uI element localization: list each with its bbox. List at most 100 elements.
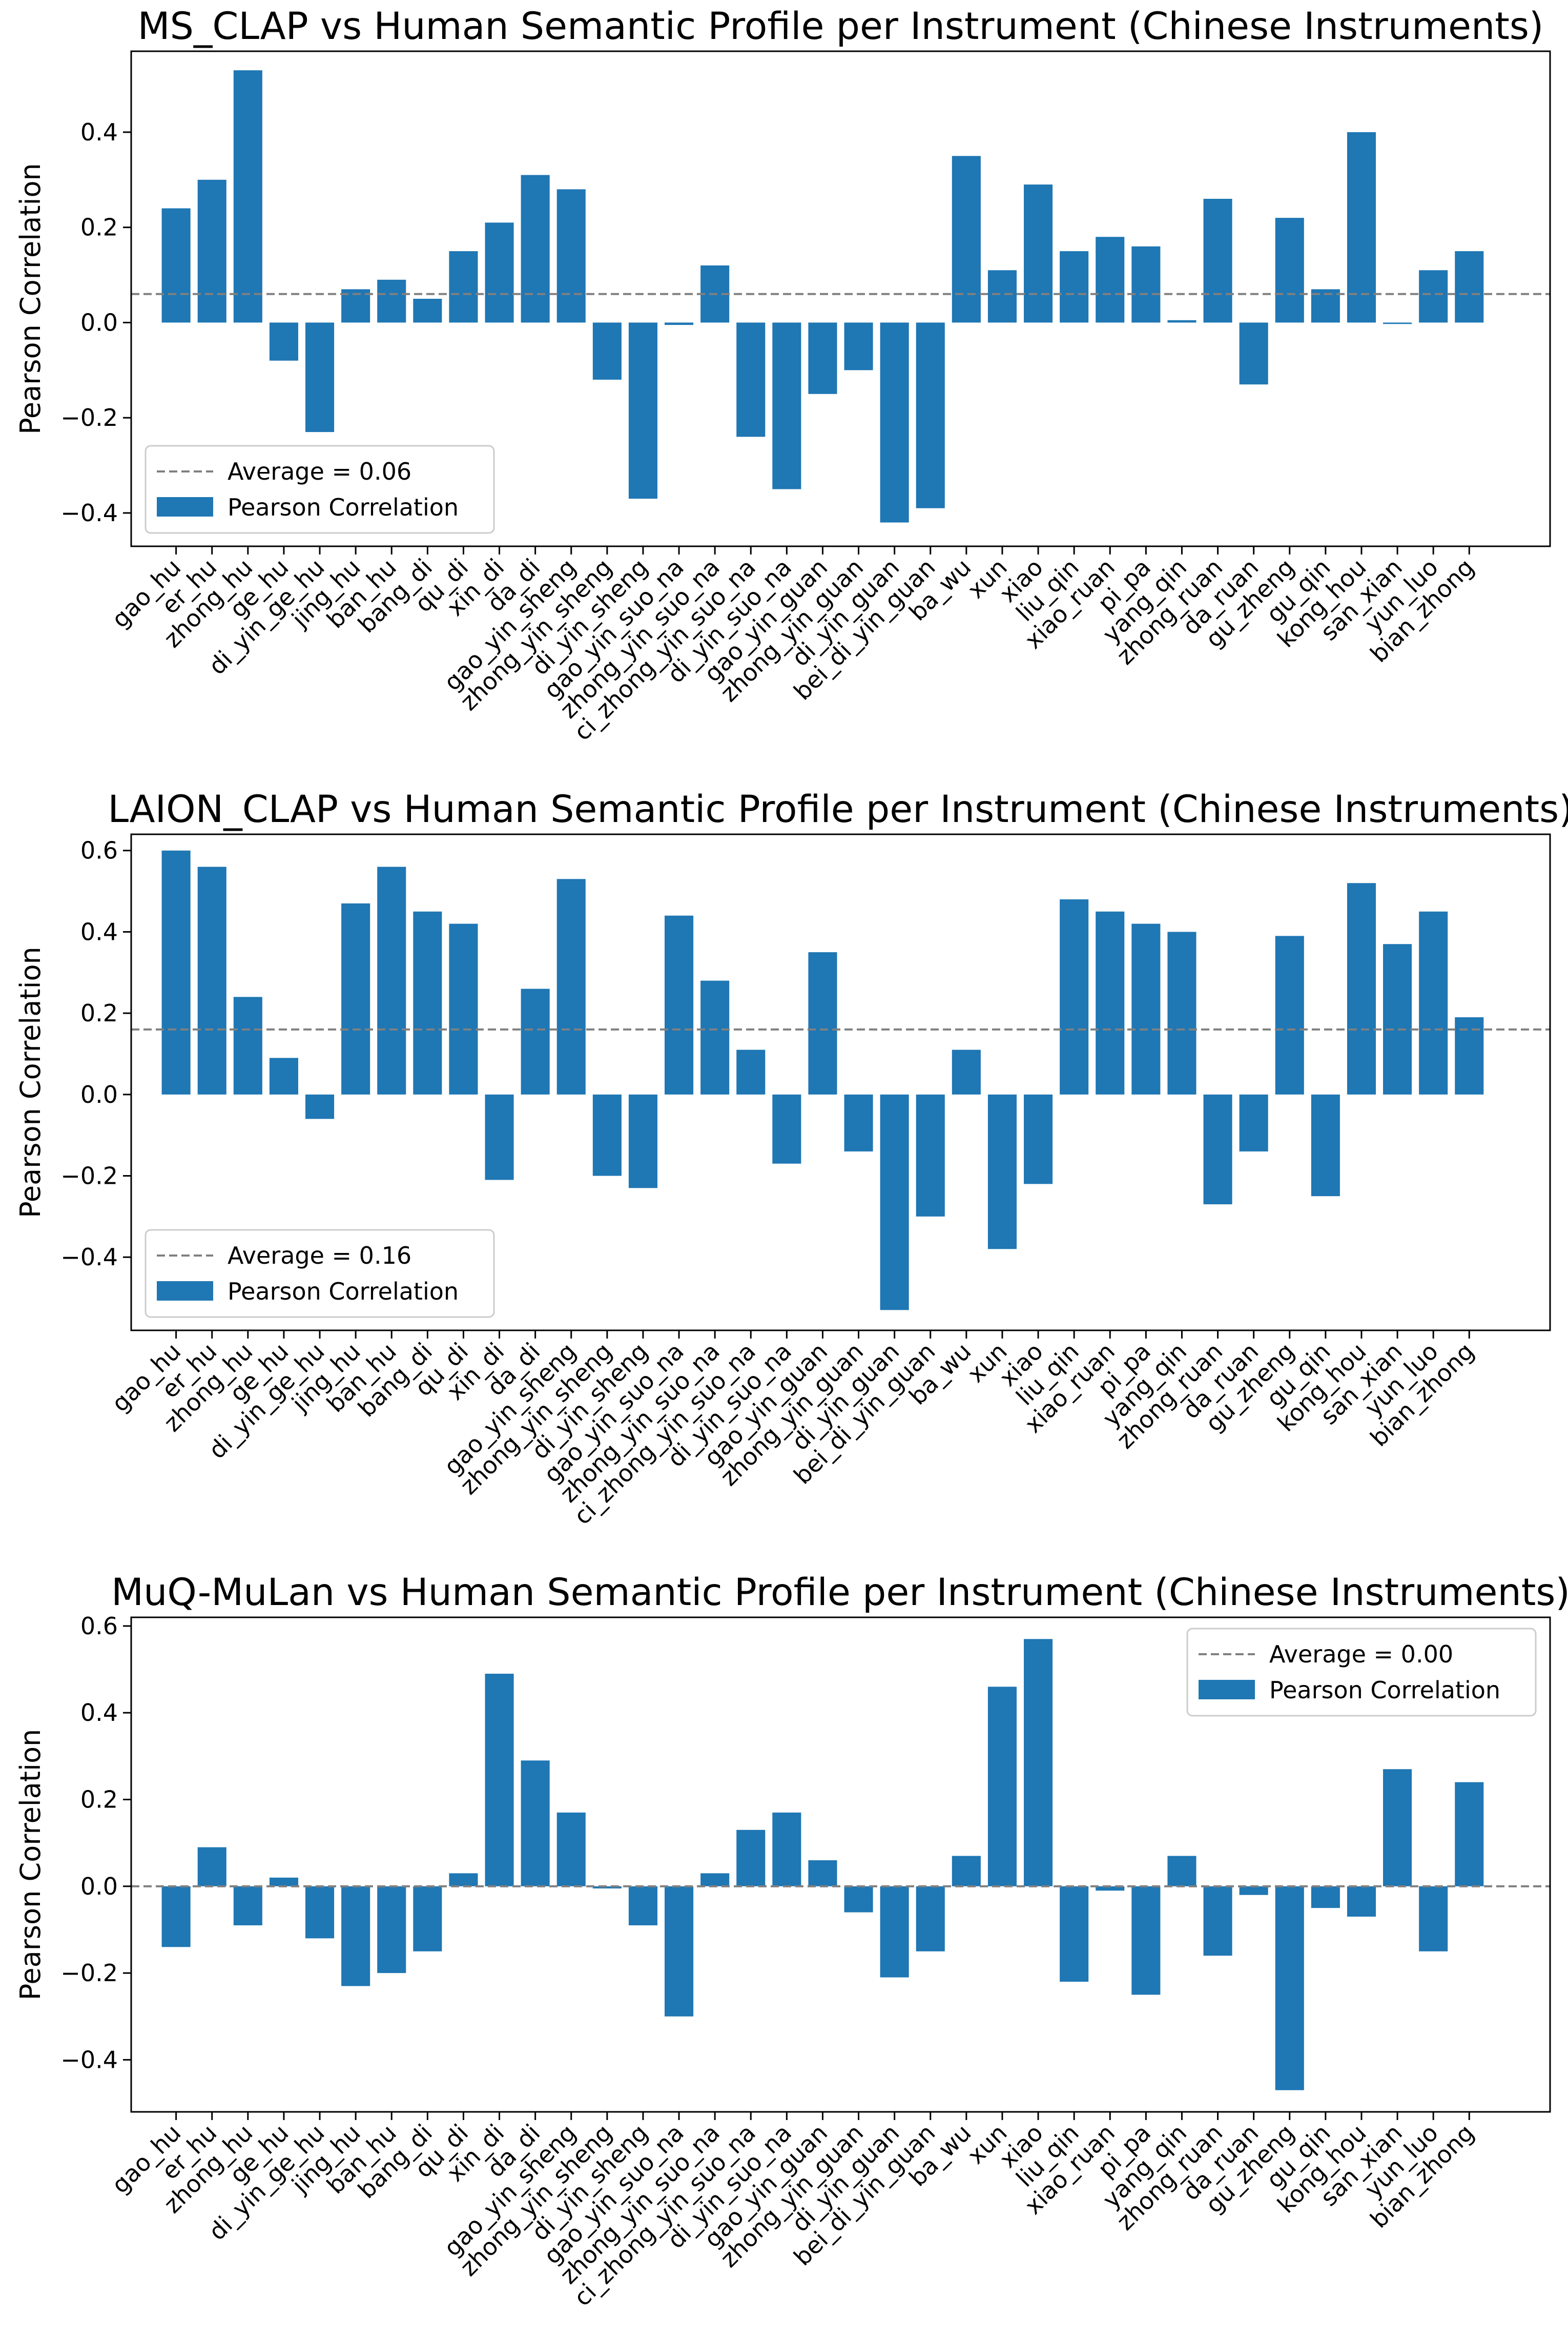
bar [1203,198,1232,323]
axes-frame [130,1616,1551,2113]
y-tick-label: −0.4 [60,1243,118,1271]
y-tick-label: −0.2 [60,1959,118,1987]
bar [1131,1886,1161,1995]
y-tick-label: −0.4 [60,2046,118,2073]
bar [341,1886,370,1986]
bar [413,911,442,1095]
bar [844,322,873,371]
bar [233,70,262,323]
legend-series-label: Pearson Correlation [1269,1676,1500,1704]
bar [1167,1856,1196,1886]
bar [772,322,801,489]
bar [808,952,837,1095]
legend-series-swatch [1199,1680,1255,1699]
bar [916,1094,945,1217]
y-axis-label: Pearson Correlation [14,1729,47,2000]
y-tick-label: 0.4 [80,118,118,146]
bar [521,1760,550,1886]
bar [987,1094,1017,1249]
bar [161,1886,191,1947]
bar [1060,899,1089,1095]
bar [592,1094,622,1176]
bar [736,1829,766,1886]
bar [987,270,1017,323]
bar [449,923,478,1095]
y-tick-label: 0.6 [80,837,118,865]
bar [377,867,406,1095]
y-tick-label: −0.4 [60,499,118,527]
bar [987,1687,1017,1886]
bar [1060,251,1089,323]
bar [1096,911,1125,1095]
bar [485,222,514,323]
bar [305,1094,335,1119]
bar [269,1877,298,1886]
bar [808,1860,837,1886]
bar [413,299,442,323]
bar [1167,932,1196,1095]
chart-title: MS_CLAP vs Human Semantic Profile per In… [138,5,1544,48]
bar [1024,1094,1053,1184]
y-tick-label: 0.0 [80,1081,118,1108]
bar [485,1674,514,1886]
bar [1024,184,1053,323]
bar [772,1812,801,1886]
bar [628,322,657,499]
bar [1419,270,1448,323]
bar [1167,320,1196,323]
y-axis-label: Pearson Correlation [14,947,47,1218]
bar [592,1886,622,1889]
legend-series-label: Pearson Correlation [228,494,459,521]
bar [592,322,622,380]
chart-1: MS_CLAP vs Human Semantic Profile per In… [14,5,1551,746]
bar [1383,1769,1412,1886]
bar [1239,322,1268,385]
bar [1275,1886,1304,2090]
bar [1383,944,1412,1095]
bar [1347,883,1376,1095]
bar [1419,911,1448,1095]
legend: Average = 0.06 Pearson Correlation [145,445,495,534]
bar [1203,1886,1232,1956]
bar [269,322,298,361]
bar [377,1886,406,1973]
bar [305,322,335,433]
bar [700,980,730,1095]
bar [808,322,837,394]
bar [449,1873,478,1886]
bar [1347,132,1376,323]
bar [1096,1886,1125,1891]
bar [556,879,586,1095]
legend-series-label: Pearson Correlation [228,1278,459,1305]
bar [556,1812,586,1886]
bar [1275,218,1304,323]
bar [233,1886,262,1926]
bar [628,1094,657,1188]
bar [952,156,981,323]
bar [736,322,766,437]
bar [1275,936,1304,1095]
bar [1455,251,1484,323]
legend-box [1186,1628,1537,1717]
axes-frame [130,50,1551,547]
bar [377,279,406,323]
bar [844,1094,873,1152]
y-tick-label: 0.0 [80,309,118,336]
bar [700,1873,730,1886]
y-tick-label: 0.4 [80,1699,118,1726]
bar [1311,1886,1340,1908]
bar [665,322,694,325]
bar [952,1856,981,1886]
bar [521,175,550,323]
bar [1347,1886,1376,1917]
axes-frame [130,833,1551,1331]
bar [880,1094,909,1310]
legend-average-label: Average = 0.06 [228,458,411,485]
bar [521,989,550,1095]
bar [341,903,370,1095]
y-tick-label: 0.0 [80,1873,118,1900]
legend: Average = 0.16 Pearson Correlation [145,1229,495,1318]
legend-series-swatch [157,497,213,517]
bar [665,915,694,1095]
